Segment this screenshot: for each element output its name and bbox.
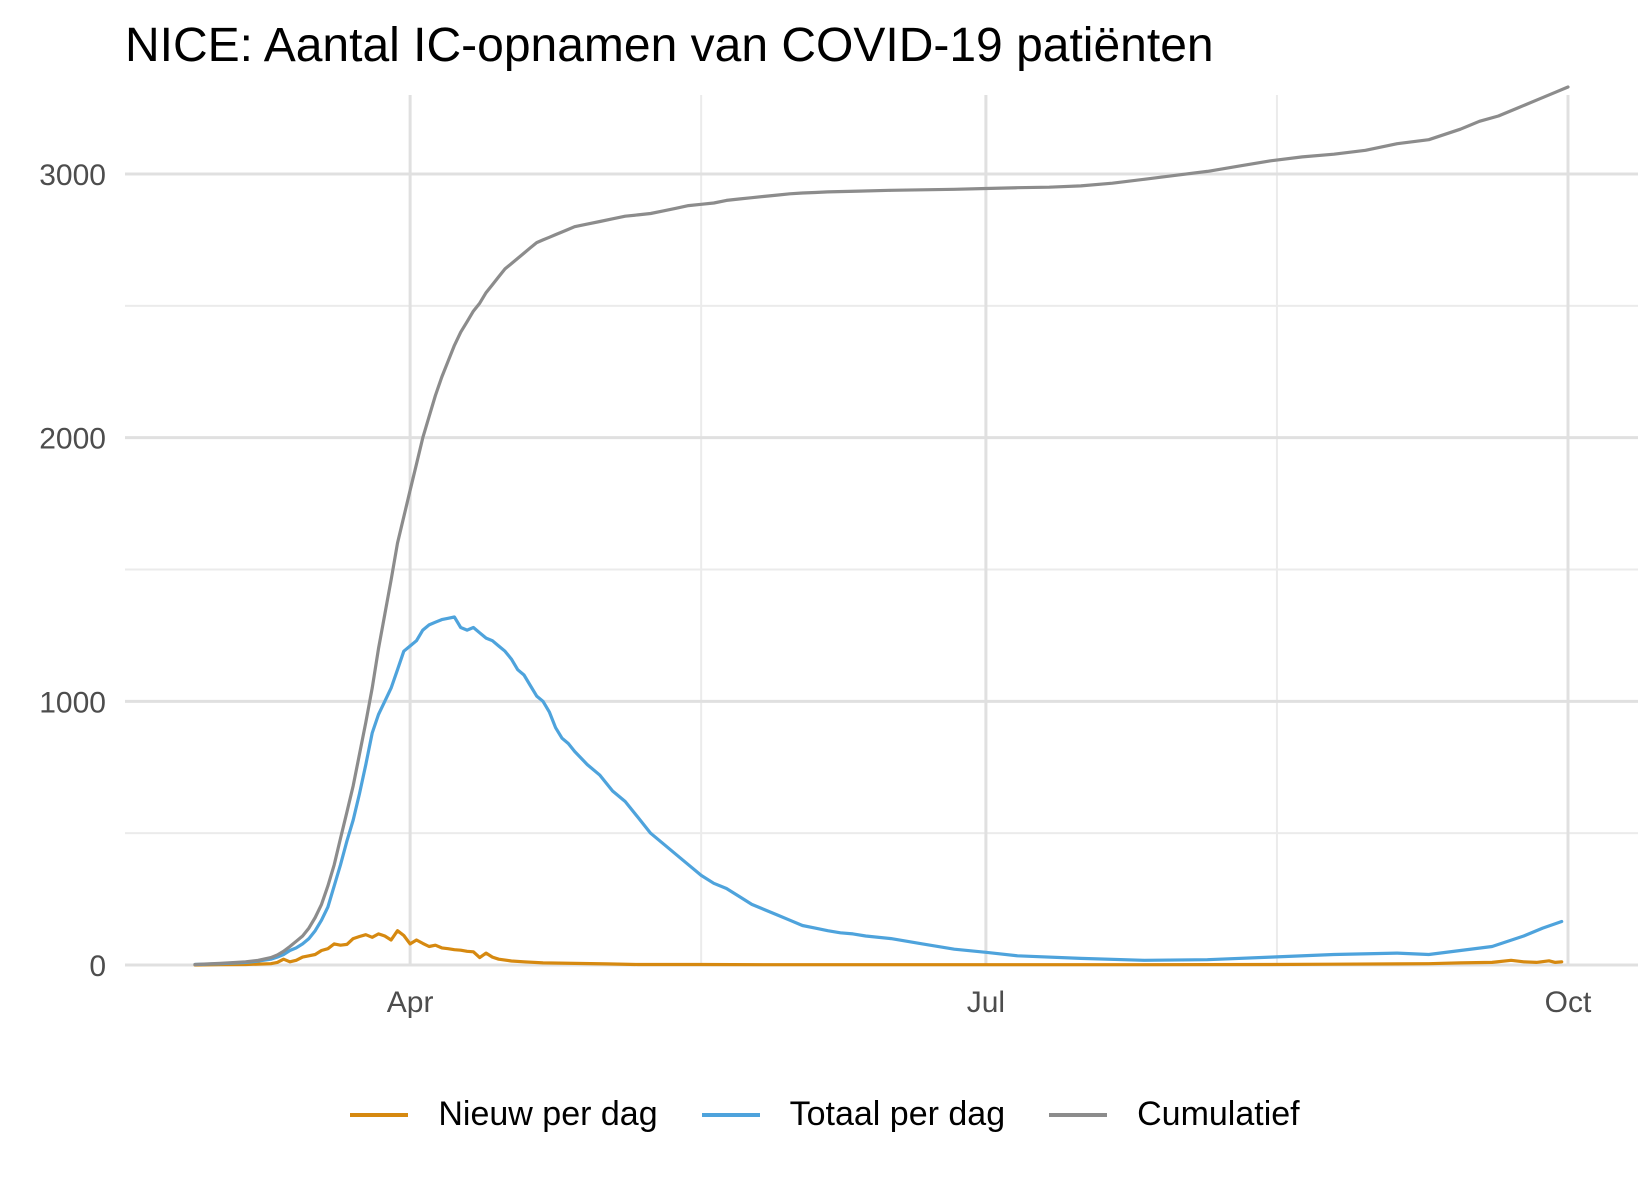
legend-label-totaal: Totaal per dag — [789, 1095, 1006, 1133]
chart-title: NICE: Aantal IC-opnamen van COVID-19 pat… — [125, 19, 1214, 72]
legend-key-nieuw — [350, 1112, 409, 1117]
grid-layer — [125, 95, 1638, 967]
series-layer — [193, 85, 1570, 967]
y-tick-label: 3000 — [39, 159, 106, 192]
axis-layer: 0 1000 2000 3000 Apr Jul Oct — [39, 159, 1592, 1019]
legend-label-cumulatief: Cumulatief — [1137, 1095, 1300, 1133]
y-tick-label: 0 — [89, 950, 106, 983]
series-line-nieuw-per-dag — [193, 929, 1564, 967]
x-tick-label: Jul — [967, 986, 1005, 1019]
legend-item-nieuw: Nieuw per dag — [350, 1095, 658, 1134]
y-tick-label: 1000 — [39, 686, 106, 719]
legend-item-cumulatief: Cumulatief — [1049, 1095, 1300, 1134]
x-tick-label: Apr — [387, 986, 434, 1019]
legend-key-cumulatief — [1049, 1112, 1108, 1117]
legend: Nieuw per dag Totaal per dag Cumulatief — [0, 1095, 1650, 1134]
x-tick-label: Oct — [1545, 986, 1592, 1019]
legend-item-totaal: Totaal per dag — [701, 1095, 1006, 1134]
series-line-totaal-per-dag — [193, 615, 1564, 967]
legend-key-totaal — [701, 1112, 760, 1117]
y-tick-label: 2000 — [39, 423, 106, 456]
legend-label-nieuw: Nieuw per dag — [438, 1095, 658, 1133]
series-line-cumulatief — [193, 85, 1570, 967]
